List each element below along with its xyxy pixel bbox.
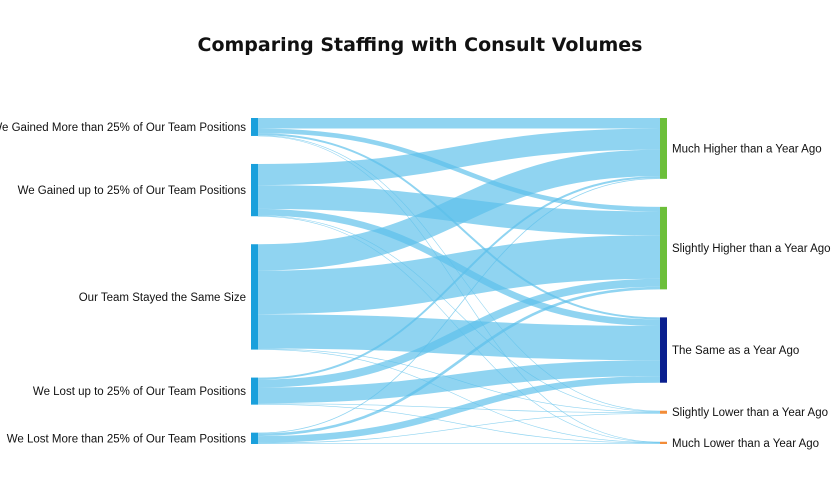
source-label: We Gained up to 25% of Our Team Position… bbox=[18, 185, 247, 197]
flow-link-s2-t0 bbox=[257, 149, 661, 271]
target-label: Slightly Higher than a Year Ago bbox=[672, 243, 831, 255]
source-node-s3 bbox=[251, 377, 258, 405]
source-node-s1 bbox=[251, 163, 258, 217]
target-node-t4 bbox=[660, 441, 667, 444]
flow-link-s4-t0 bbox=[257, 178, 661, 434]
target-label: Slightly Lower than a Year Ago bbox=[672, 407, 828, 419]
source-node-s2 bbox=[251, 244, 258, 350]
flow-links bbox=[257, 118, 661, 445]
flow-link-s3-t2 bbox=[257, 360, 661, 404]
source-label: We Lost More than 25% of Our Team Positi… bbox=[7, 433, 247, 445]
chart-title: Comparing Staffing with Consult Volumes bbox=[197, 34, 643, 56]
flow-link-s3-t0 bbox=[257, 176, 661, 380]
target-label: The Same as a Year Ago bbox=[672, 345, 799, 357]
target-node-t0 bbox=[660, 118, 667, 179]
source-label: We Lost up to 25% of Our Team Positions bbox=[33, 386, 246, 398]
flow-link-s4-t2 bbox=[257, 376, 661, 443]
target-node-t3 bbox=[660, 410, 667, 414]
flow-link-s0-t2 bbox=[257, 133, 661, 320]
source-node-s4 bbox=[251, 432, 258, 444]
target-node-t1 bbox=[660, 206, 667, 290]
source-label: We Gained More than 25% of Our Team Posi… bbox=[0, 122, 246, 134]
flow-link-s3-t4 bbox=[257, 403, 661, 444]
flow-link-s2-t4 bbox=[257, 349, 661, 443]
source-node-s0 bbox=[251, 118, 258, 136]
target-label: Much Higher than a Year Ago bbox=[672, 143, 822, 155]
flow-link-s1-t3 bbox=[257, 215, 661, 412]
flow-link-s4-t3 bbox=[257, 413, 661, 444]
flow-link-s0-t1 bbox=[257, 128, 661, 212]
target-label: Much Lower than a Year Ago bbox=[672, 438, 819, 450]
target-node-t2 bbox=[660, 317, 667, 383]
flow-link-s3-t1 bbox=[257, 278, 661, 388]
flow-link-s1-t0 bbox=[257, 128, 661, 186]
flow-link-s4-t1 bbox=[257, 286, 661, 437]
source-label: Our Team Stayed the Same Size bbox=[79, 292, 246, 304]
flow-link-s2-t1 bbox=[257, 235, 661, 315]
